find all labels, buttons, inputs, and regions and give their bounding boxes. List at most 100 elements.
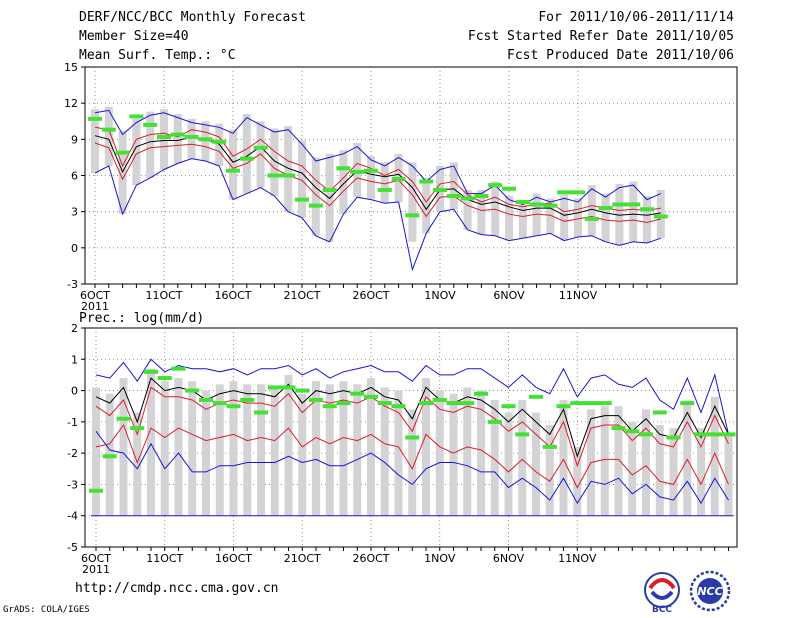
x-tick-label: 16OCT bbox=[215, 552, 252, 565]
spread-bar bbox=[697, 428, 705, 516]
obs-marker bbox=[309, 397, 323, 402]
obs-marker bbox=[391, 177, 406, 182]
temperature-chart: -3 0 3 6 9 12 15 6OCT 11OCT 16OCT 21OCT 26OCT 1NOV 6N… bbox=[64, 61, 738, 310]
obs-marker bbox=[350, 169, 365, 174]
spread-bar bbox=[174, 378, 183, 516]
spread-bar bbox=[463, 387, 472, 516]
x-tick-label: 16OCT bbox=[214, 289, 251, 302]
obs-marker bbox=[157, 376, 172, 381]
min-line bbox=[94, 158, 661, 272]
obs-marker bbox=[640, 207, 654, 212]
obs-marker bbox=[281, 385, 296, 390]
x-year-label: 2011 bbox=[82, 563, 110, 576]
obs-marker bbox=[267, 385, 282, 390]
y-tick-label: 12 bbox=[64, 97, 78, 110]
max-line bbox=[95, 358, 729, 435]
spread-bar bbox=[422, 378, 430, 516]
obs-marker bbox=[88, 116, 102, 121]
spread-bar bbox=[491, 181, 500, 236]
obs-marker bbox=[157, 134, 171, 139]
spread-bar bbox=[104, 106, 113, 166]
spread-bar bbox=[339, 381, 348, 516]
obs-marker bbox=[212, 401, 227, 406]
spread-bar bbox=[545, 424, 554, 516]
obs-marker bbox=[391, 404, 406, 409]
spread-bar bbox=[477, 189, 486, 235]
obs-marker bbox=[170, 132, 185, 137]
spread-bar bbox=[546, 198, 555, 234]
spread-bar bbox=[710, 396, 719, 516]
obs-marker bbox=[89, 488, 103, 493]
obs-marker bbox=[639, 432, 653, 437]
obs-marker bbox=[557, 190, 572, 195]
spread-bar bbox=[298, 140, 306, 218]
spread-bar bbox=[600, 406, 609, 516]
obs-marker bbox=[322, 187, 337, 192]
spread-bar bbox=[284, 374, 293, 516]
spread-bar bbox=[642, 409, 650, 516]
obs-marker bbox=[226, 404, 241, 409]
obs-marker bbox=[102, 454, 117, 459]
spread-bar bbox=[490, 399, 499, 516]
x-tick-label: 6NOV bbox=[493, 289, 525, 302]
obs-marker bbox=[501, 404, 516, 409]
spread-bar bbox=[532, 412, 540, 516]
spread-bar bbox=[504, 412, 513, 516]
x-tick-label: 26OCT bbox=[352, 289, 389, 302]
spread-bar bbox=[655, 424, 664, 516]
obs-marker bbox=[694, 432, 708, 437]
spread-bar bbox=[380, 162, 389, 204]
obs-marker bbox=[405, 435, 420, 440]
spread-bar bbox=[146, 111, 155, 178]
obs-marker bbox=[115, 150, 130, 155]
obs-marker bbox=[419, 401, 433, 406]
spread-bar bbox=[587, 185, 596, 236]
obs-marker bbox=[199, 397, 213, 402]
x-tick-label: 11OCT bbox=[145, 289, 182, 302]
y-tick-label: -1 bbox=[67, 416, 78, 429]
spread-bar bbox=[229, 381, 238, 516]
obs-marker bbox=[529, 394, 543, 399]
precip-title: Prec.: log(mm/d) bbox=[79, 311, 205, 326]
y-tick-label: 1 bbox=[71, 353, 78, 366]
obs-marker bbox=[130, 426, 145, 431]
x-year-label: 2011 bbox=[81, 300, 109, 310]
header-title: DERF/NCC/BCC Monthly Forecast bbox=[79, 10, 306, 25]
obs-marker bbox=[652, 410, 667, 415]
spread-bar bbox=[615, 183, 624, 246]
spread-bar bbox=[656, 189, 665, 239]
ncc-logo-text: NCC bbox=[697, 585, 722, 598]
obs-marker bbox=[460, 401, 475, 406]
obs-marker bbox=[239, 156, 254, 161]
spread-bar bbox=[188, 381, 197, 516]
obs-marker bbox=[185, 388, 200, 393]
spread-bar bbox=[311, 157, 320, 236]
spread-bar bbox=[380, 387, 389, 516]
obs-marker bbox=[212, 139, 227, 144]
spread-bar bbox=[573, 446, 582, 516]
x-tick-label: 6OCT bbox=[80, 289, 110, 302]
min-line bbox=[95, 430, 729, 505]
obs-marker bbox=[295, 197, 309, 202]
obs-marker bbox=[295, 388, 310, 393]
spread-bar bbox=[518, 399, 527, 516]
spread-bar bbox=[435, 390, 444, 516]
ncc-logo-icon: NCC bbox=[689, 570, 731, 612]
y-tick-label: 6 bbox=[71, 170, 78, 183]
obs-marker bbox=[143, 122, 158, 127]
obs-marker bbox=[625, 429, 640, 434]
spread-bar bbox=[92, 387, 100, 516]
obs-marker bbox=[612, 202, 627, 207]
y-tick-label: -3 bbox=[67, 478, 78, 491]
obs-marker bbox=[488, 183, 503, 188]
obs-marker bbox=[101, 127, 116, 132]
spread-bar bbox=[339, 150, 348, 215]
spread-bar bbox=[325, 384, 334, 516]
obs-marker bbox=[226, 168, 240, 173]
spread-bar bbox=[242, 114, 251, 194]
spread-bar bbox=[229, 129, 237, 200]
obs-marker bbox=[364, 394, 378, 399]
obs-marker bbox=[584, 216, 599, 221]
obs-marker bbox=[267, 173, 282, 178]
lower-line bbox=[94, 142, 661, 224]
